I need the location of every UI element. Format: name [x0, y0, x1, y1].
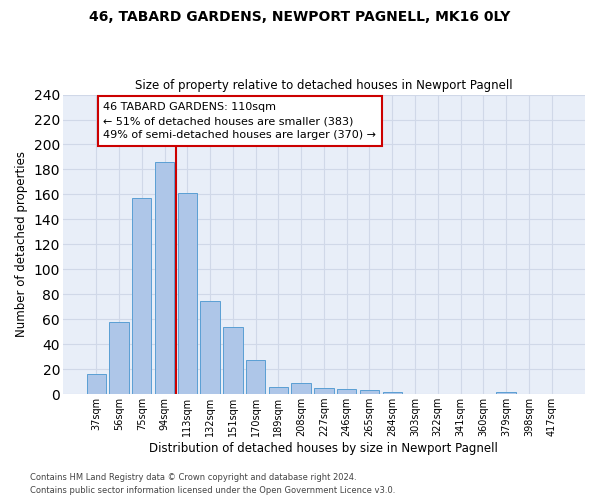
- Bar: [223, 327, 242, 394]
- Bar: [383, 392, 402, 394]
- Bar: [337, 389, 356, 394]
- Bar: [200, 300, 220, 394]
- Text: 46, TABARD GARDENS, NEWPORT PAGNELL, MK16 0LY: 46, TABARD GARDENS, NEWPORT PAGNELL, MK1…: [89, 10, 511, 24]
- X-axis label: Distribution of detached houses by size in Newport Pagnell: Distribution of detached houses by size …: [149, 442, 499, 455]
- Bar: [178, 193, 197, 394]
- Bar: [314, 388, 334, 394]
- Bar: [246, 360, 265, 394]
- Bar: [132, 198, 151, 394]
- Bar: [86, 374, 106, 394]
- Bar: [155, 162, 174, 394]
- Y-axis label: Number of detached properties: Number of detached properties: [15, 152, 28, 338]
- Bar: [269, 386, 288, 394]
- Bar: [109, 322, 128, 394]
- Text: Contains HM Land Registry data © Crown copyright and database right 2024.
Contai: Contains HM Land Registry data © Crown c…: [30, 474, 395, 495]
- Text: 46 TABARD GARDENS: 110sqm
← 51% of detached houses are smaller (383)
49% of semi: 46 TABARD GARDENS: 110sqm ← 51% of detac…: [103, 102, 376, 140]
- Bar: [360, 390, 379, 394]
- Bar: [292, 383, 311, 394]
- Title: Size of property relative to detached houses in Newport Pagnell: Size of property relative to detached ho…: [135, 79, 513, 92]
- Bar: [496, 392, 516, 394]
